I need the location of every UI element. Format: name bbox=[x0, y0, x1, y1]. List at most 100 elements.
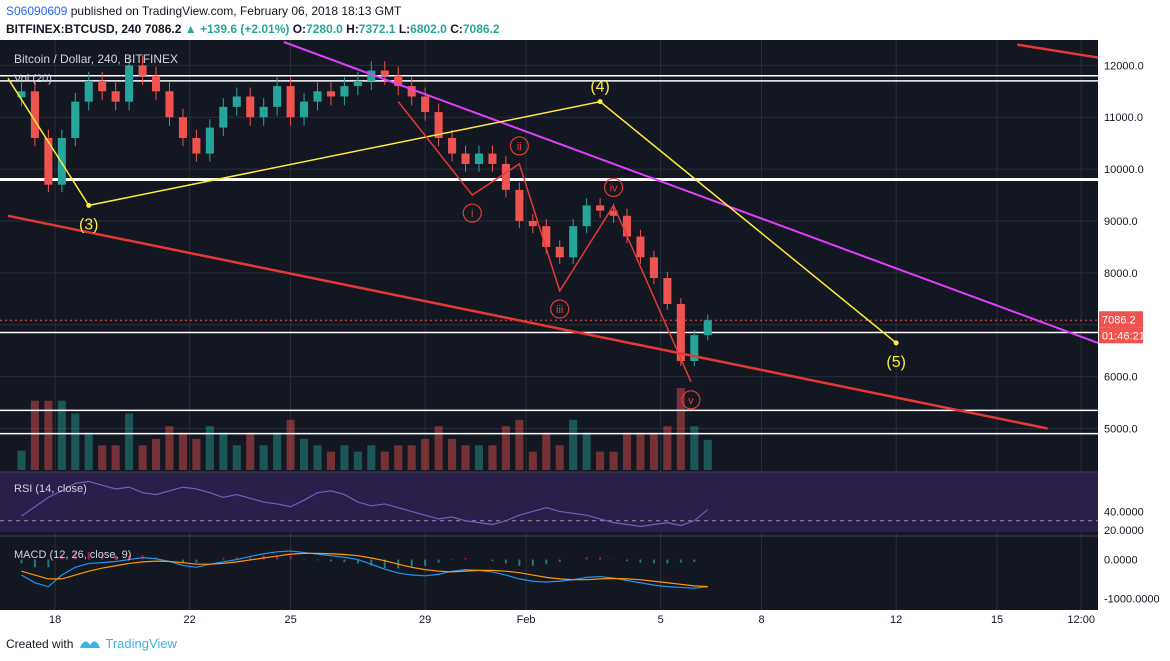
volume-bar bbox=[326, 451, 335, 470]
trend-lines bbox=[7, 41, 1099, 430]
volume-bar bbox=[286, 419, 295, 470]
macd-histogram-bar bbox=[101, 554, 104, 560]
open-value: 7280.0 bbox=[306, 22, 343, 36]
candle-body bbox=[515, 189, 524, 221]
minor-wave-label: ii bbox=[517, 141, 522, 153]
candle-body bbox=[582, 205, 591, 227]
candle-body bbox=[421, 96, 430, 113]
major-wave-label: (5) bbox=[886, 354, 906, 371]
major-wave-label: (4) bbox=[590, 79, 610, 96]
low-label: L: bbox=[398, 22, 411, 36]
volume-bar bbox=[353, 451, 362, 470]
candle-body bbox=[71, 101, 80, 138]
high-value: 7372.1 bbox=[358, 22, 396, 36]
macd-histogram-bar bbox=[276, 555, 279, 560]
indicators bbox=[0, 480, 1098, 589]
candle-body bbox=[676, 303, 685, 362]
macd-histogram-bar bbox=[20, 559, 23, 564]
volume-bar bbox=[649, 432, 658, 470]
candle-body bbox=[125, 65, 134, 102]
minor-wave-circle bbox=[509, 136, 529, 156]
volume-bar bbox=[44, 400, 53, 470]
candle-body bbox=[259, 106, 268, 118]
time-tick-label: 22 bbox=[184, 614, 196, 626]
time-tick-label: 25 bbox=[284, 614, 296, 626]
volume-bar bbox=[542, 432, 551, 470]
candle-body bbox=[407, 86, 416, 97]
candle-body bbox=[569, 226, 578, 258]
volume-bar bbox=[151, 438, 161, 470]
tradingview-logo[interactable]: TradingView bbox=[79, 636, 177, 651]
macd-histogram-bar bbox=[679, 559, 682, 563]
volume-bar bbox=[273, 432, 282, 470]
volume-bar bbox=[300, 438, 309, 470]
candle-body bbox=[44, 137, 53, 185]
macd-histogram-bar bbox=[87, 551, 90, 560]
volume-bar bbox=[582, 432, 591, 470]
major-wave-label: (3) bbox=[79, 216, 99, 233]
minor-wave-label: i bbox=[471, 208, 473, 220]
candle-body bbox=[300, 101, 309, 118]
publish-line: S06090609 published on TradingView.com, … bbox=[6, 4, 401, 18]
last-price-tag-text: 7086.2 bbox=[1102, 314, 1136, 326]
macd-histogram-bar bbox=[195, 559, 198, 563]
candle-body bbox=[30, 91, 39, 138]
candle-body bbox=[205, 127, 214, 154]
rsi-label: RSI (14, close) bbox=[14, 483, 87, 495]
volume-bar bbox=[474, 445, 484, 470]
wave-point bbox=[86, 202, 92, 208]
minor-wave-label: iii bbox=[556, 304, 563, 316]
price-change: ▲ +139.6 (+2.01%) bbox=[184, 22, 290, 36]
minor-wave-circle bbox=[550, 299, 570, 319]
minor-wave-circle bbox=[603, 177, 624, 198]
candle-body bbox=[367, 70, 376, 81]
close-value: 7086.2 bbox=[462, 22, 500, 36]
macd-histogram-bar bbox=[343, 559, 346, 563]
volume-bar bbox=[259, 445, 268, 470]
macd-histogram-bar bbox=[222, 558, 225, 560]
candle-body bbox=[555, 246, 564, 258]
volume-bar bbox=[663, 426, 672, 470]
candle-body bbox=[501, 163, 510, 190]
candle-body bbox=[542, 226, 551, 247]
candle-body bbox=[340, 86, 349, 97]
volume-bar bbox=[636, 432, 645, 470]
volume-bar bbox=[367, 445, 376, 470]
candle-body bbox=[138, 65, 147, 76]
volume-bar bbox=[30, 400, 39, 470]
macd-histogram-bar bbox=[370, 559, 373, 566]
macd-histogram-bar bbox=[504, 559, 507, 564]
volume-bar bbox=[421, 438, 430, 470]
upper-trendline bbox=[1017, 43, 1099, 59]
volume-bar bbox=[57, 400, 66, 470]
symbol-label: BITFINEX:BTCUSD, 240 bbox=[6, 22, 142, 36]
wave-point bbox=[597, 99, 603, 105]
candle-body bbox=[622, 215, 632, 237]
macd-histogram-bar bbox=[531, 559, 534, 566]
macd-histogram-bar bbox=[491, 559, 494, 562]
volume-bar bbox=[125, 413, 134, 470]
volume-bar bbox=[340, 445, 349, 470]
candle-body bbox=[703, 320, 712, 336]
price-tick-label: 6000.0 bbox=[1104, 372, 1138, 384]
macd-histogram-bar bbox=[356, 559, 359, 564]
macd-histogram-bar bbox=[599, 557, 602, 560]
candle-body bbox=[690, 335, 699, 362]
volume-bar bbox=[246, 432, 255, 470]
volume-bar bbox=[676, 388, 685, 470]
time-tick-label: 8 bbox=[759, 614, 765, 626]
volume-bar bbox=[501, 426, 510, 470]
volume-bar bbox=[98, 445, 107, 470]
candle-body bbox=[219, 106, 228, 128]
price-tick-label: 10000.0 bbox=[1104, 164, 1144, 176]
author-link[interactable]: S06090609 bbox=[6, 4, 68, 18]
publish-info: published on TradingView.com, February 0… bbox=[70, 4, 402, 18]
macd-histogram-bar bbox=[626, 559, 629, 562]
volume-bar bbox=[434, 426, 443, 470]
lower-trendline bbox=[7, 214, 1048, 430]
volume-bar bbox=[690, 426, 699, 470]
macd-histogram-bar bbox=[316, 559, 319, 561]
macd-histogram-bar bbox=[74, 551, 77, 560]
candle-body bbox=[528, 220, 537, 227]
